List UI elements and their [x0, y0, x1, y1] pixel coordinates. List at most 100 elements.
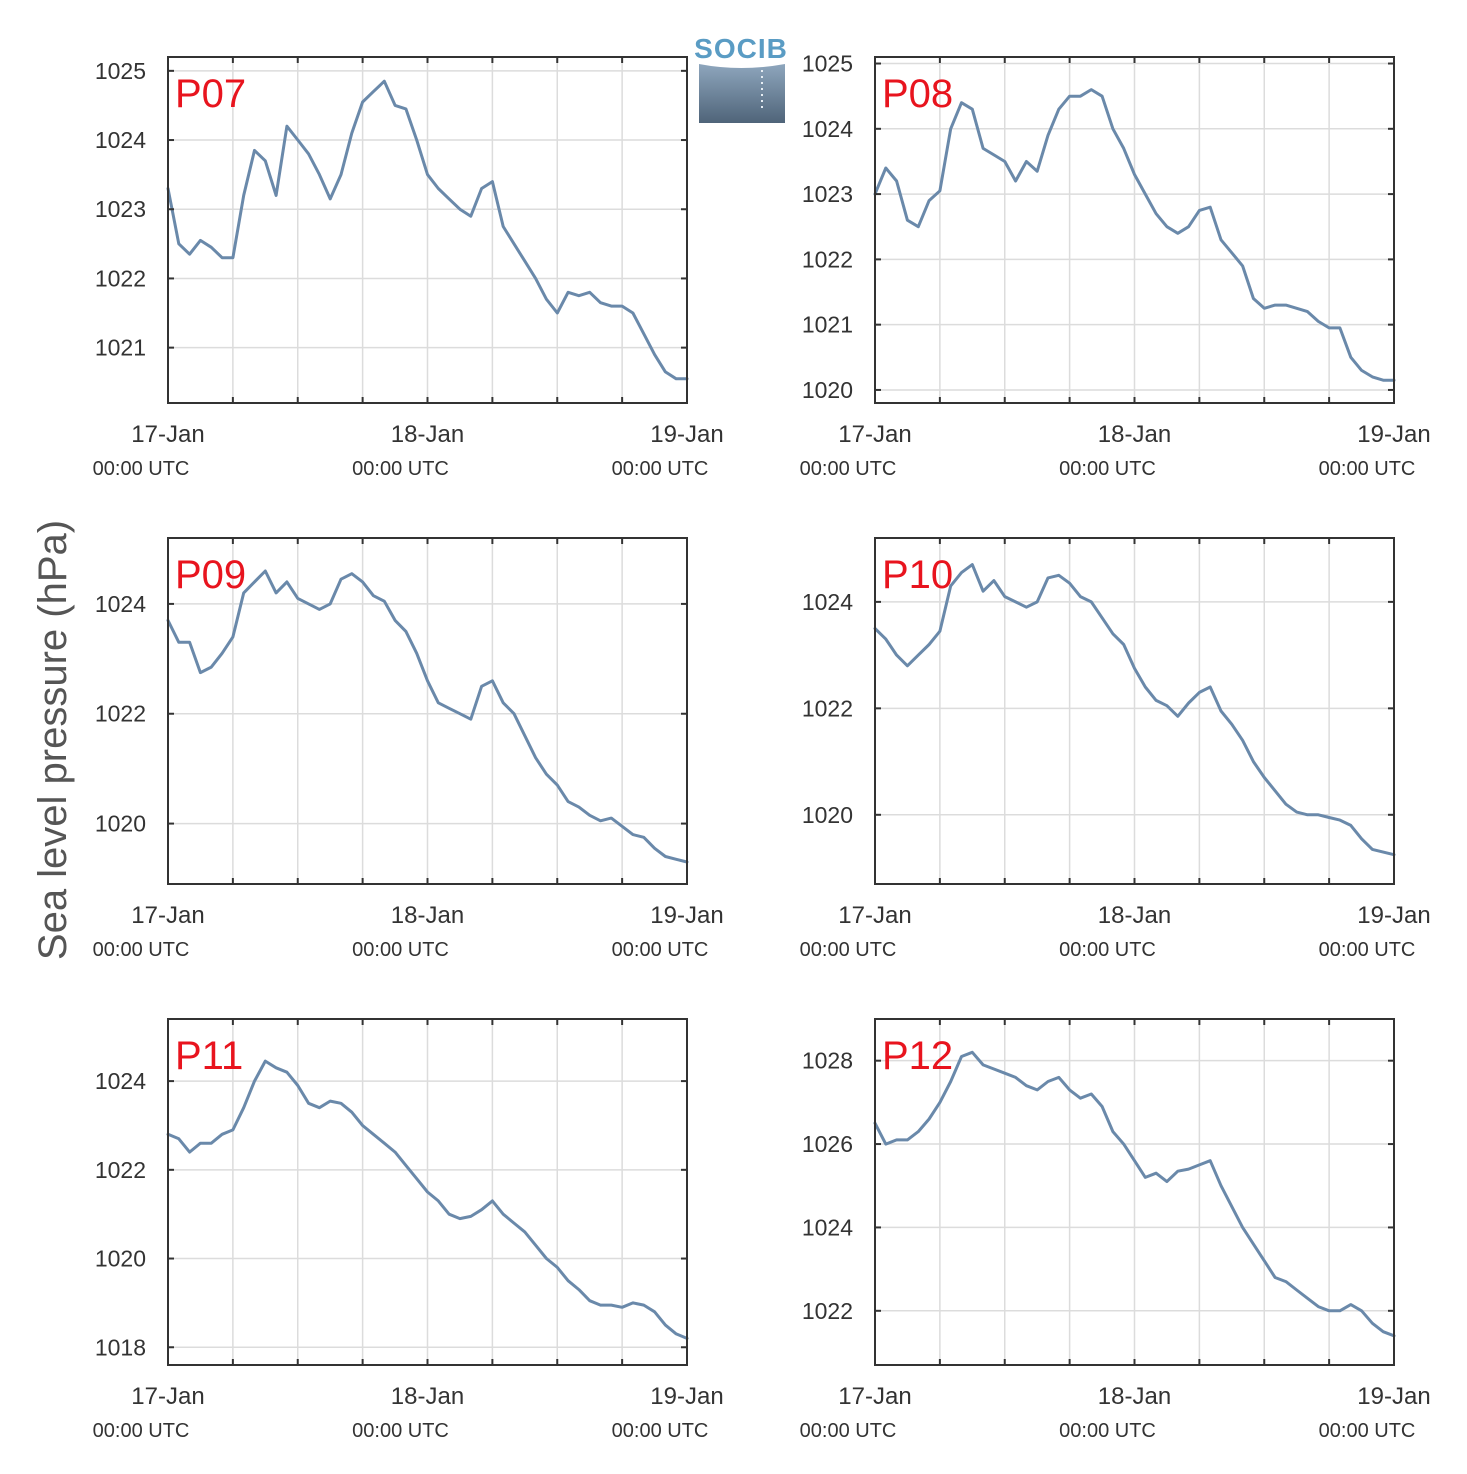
data-point	[1242, 739, 1244, 741]
x-tick-date-label: 19-Jan	[1357, 902, 1430, 929]
data-point	[939, 1101, 941, 1103]
data-point	[1317, 1306, 1319, 1308]
data-point	[885, 167, 887, 169]
data-point	[491, 1200, 493, 1202]
data-point	[1339, 1310, 1341, 1312]
data-point	[329, 603, 331, 605]
data-point	[405, 630, 407, 633]
data-point	[199, 1142, 201, 1144]
data-point	[1101, 95, 1103, 97]
data-point	[1198, 209, 1200, 211]
data-point	[372, 595, 374, 597]
data-point	[556, 784, 558, 786]
y-tick-label: 1024	[95, 127, 146, 153]
data-point	[1069, 582, 1071, 584]
data-point	[308, 603, 310, 605]
y-tick-label: 1022	[95, 701, 146, 727]
data-point	[993, 1068, 995, 1070]
y-tick-label: 1021	[95, 335, 146, 361]
data-point	[917, 654, 919, 656]
data-point	[1101, 617, 1103, 619]
data-point	[383, 600, 385, 602]
data-point	[1263, 307, 1265, 309]
data-point	[971, 564, 973, 566]
data-point	[1328, 1310, 1330, 1312]
data-point	[502, 702, 504, 704]
data-point	[178, 641, 180, 643]
data-point	[1177, 715, 1179, 717]
x-tick-date-label: 19-Jan	[1357, 421, 1430, 448]
data-point	[1144, 686, 1146, 688]
data-point	[535, 1244, 537, 1246]
data-point	[437, 187, 439, 190]
data-point	[971, 108, 973, 110]
data-point	[459, 713, 461, 715]
x-tick-date-label: 17-Jan	[838, 421, 911, 448]
data-point	[221, 652, 223, 654]
panel-label: P12	[882, 1034, 953, 1078]
data-point	[1382, 379, 1384, 381]
data-point	[610, 305, 612, 307]
chart-panel-p11: 1018 1020 1022 1024 17-Jan 00:00 UTC 18-Jan 00:…	[93, 1018, 724, 1442]
x-tick-time-label: 00:00 UTC	[800, 1420, 897, 1442]
data-point	[1079, 95, 1081, 97]
data-point	[221, 257, 223, 259]
x-tick-date-label: 19-Jan	[650, 421, 723, 448]
data-point	[243, 194, 245, 196]
data-point	[1285, 803, 1287, 805]
data-point	[1296, 307, 1298, 309]
data-point	[1371, 848, 1373, 851]
data-point	[448, 198, 450, 200]
data-point	[982, 147, 984, 149]
data-point	[308, 153, 310, 155]
data-point	[502, 225, 504, 228]
data-point	[1058, 108, 1060, 110]
data-point	[621, 825, 623, 827]
data-point	[654, 1311, 656, 1313]
data-point	[308, 1102, 310, 1104]
data-point	[1188, 1168, 1190, 1170]
data-point	[275, 1067, 277, 1069]
x-tick-date-label: 17-Jan	[838, 902, 911, 929]
data-point	[1155, 213, 1157, 215]
x-tick-time-label: 00:00 UTC	[612, 939, 709, 961]
data-point	[632, 834, 634, 836]
socib-logo: SOCIB	[694, 33, 787, 123]
data-point	[1166, 705, 1168, 707]
data-point	[329, 1100, 331, 1102]
data-point	[416, 652, 418, 654]
data-point	[1263, 776, 1265, 779]
data-point	[1231, 252, 1233, 254]
x-tick-time-label: 00:00 UTC	[352, 939, 449, 961]
data-point	[567, 1280, 569, 1282]
y-tick-label: 1024	[802, 1214, 853, 1240]
x-tick-date-label: 17-Jan	[131, 421, 204, 448]
data-point	[982, 590, 984, 592]
data-point	[1252, 1243, 1254, 1245]
x-tick-date-label: 19-Jan	[650, 902, 723, 929]
data-point	[906, 219, 909, 221]
data-point	[1015, 1076, 1017, 1078]
y-tick-label: 1022	[95, 265, 146, 291]
data-point	[621, 305, 623, 307]
data-point	[1025, 606, 1027, 608]
y-tick-label: 1022	[802, 246, 853, 272]
y-tick-label: 1025	[802, 51, 853, 77]
data-point	[405, 108, 407, 110]
y-tick-label: 1024	[802, 589, 853, 615]
x-tick-time-label: 00:00 UTC	[612, 458, 709, 480]
data-point	[599, 820, 602, 822]
data-point	[1079, 1097, 1081, 1099]
data-point	[210, 1142, 212, 1144]
data-point	[437, 1200, 439, 1202]
data-point	[275, 592, 277, 594]
data-point	[928, 1118, 930, 1120]
data-point	[1015, 601, 1017, 603]
x-tick-time-label: 00:00 UTC	[1059, 1420, 1156, 1442]
data-point	[1252, 761, 1254, 763]
y-tick-label: 1023	[802, 181, 853, 207]
data-point	[589, 814, 591, 816]
y-tick-label: 1022	[802, 695, 853, 721]
data-point	[221, 1133, 223, 1135]
